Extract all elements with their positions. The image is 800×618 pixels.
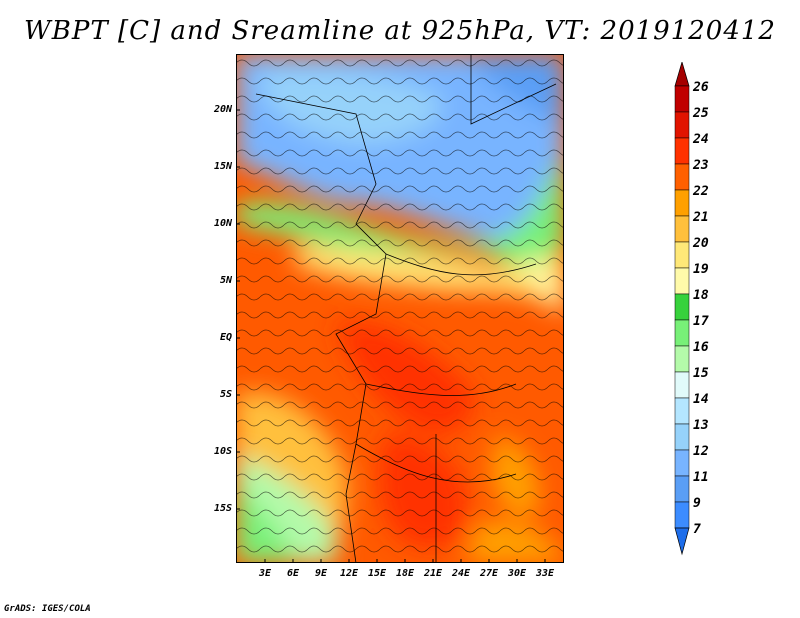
lon-label-21e: 21E <box>423 568 443 579</box>
colorbar-label-18: 18 <box>693 288 709 303</box>
lon-label-12e: 12E <box>339 568 359 579</box>
lon-label-18e: 18E <box>395 568 415 579</box>
lon-label-9e: 9E <box>314 568 328 579</box>
colorbar-label-11: 11 <box>693 470 709 485</box>
lat-label-eq: EQ <box>219 332 232 343</box>
wbpt-shading <box>236 54 564 563</box>
lon-label-30e: 30E <box>507 568 527 579</box>
colorbar-bottom-arrow <box>674 527 690 556</box>
colorbar-label-22: 22 <box>693 184 709 199</box>
colorbar-label-14: 14 <box>693 392 709 407</box>
lon-ticks <box>264 559 546 563</box>
colorbar-label-9: 9 <box>693 496 701 511</box>
lat-label-5s: 5S <box>219 389 232 400</box>
colorbar-label-12: 12 <box>693 444 709 459</box>
lat-label-15s: 15S <box>213 503 232 514</box>
colorbar-label-7: 7 <box>693 522 701 537</box>
chart-title: WBPT [C] and Sreamline at 925hPa, VT: 20… <box>24 16 776 46</box>
lon-label-24e: 24E <box>451 568 471 579</box>
colorbar-label-24: 24 <box>693 132 709 147</box>
lat-label-5n: 5N <box>219 275 232 286</box>
lon-label-15e: 15E <box>367 568 387 579</box>
lon-label-3e: 3E <box>258 568 272 579</box>
colorbar-label-21: 21 <box>693 210 709 225</box>
colorbar-segments <box>674 85 690 529</box>
colorbar-label-23: 23 <box>693 158 709 173</box>
lon-label-33e: 33E <box>535 568 555 579</box>
lat-label-10n: 10N <box>213 218 232 229</box>
colorbar-label-17: 17 <box>693 314 709 329</box>
colorbar-top-arrow <box>674 62 690 87</box>
lat-ticks <box>236 109 240 510</box>
lat-label-15n: 15N <box>213 161 232 172</box>
lat-label-20n: 20N <box>213 104 232 115</box>
colorbar-label-20: 20 <box>693 236 709 251</box>
colorbar-label-16: 16 <box>693 340 709 355</box>
colorbar-label-25: 25 <box>693 106 709 121</box>
map-panel <box>236 54 564 563</box>
lon-label-27e: 27E <box>479 568 499 579</box>
colorbar <box>674 62 690 556</box>
credit-text: GrADS: IGES/COLA <box>4 604 91 614</box>
colorbar-label-15: 15 <box>693 366 709 381</box>
lat-label-10s: 10S <box>213 446 232 457</box>
colorbar-label-19: 19 <box>693 262 709 277</box>
colorbar-label-13: 13 <box>693 418 709 433</box>
lon-label-6e: 6E <box>286 568 300 579</box>
colorbar-label-26: 26 <box>693 80 709 95</box>
